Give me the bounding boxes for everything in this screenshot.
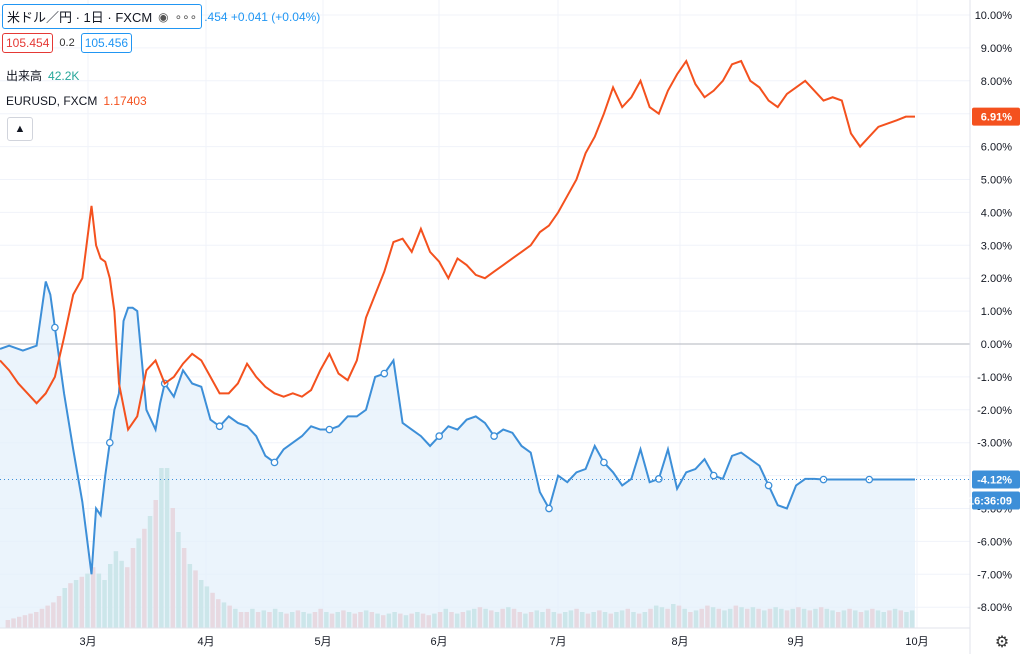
main-series-point [709,471,718,480]
y-tick-label: 1.00% [981,306,1012,318]
y-tick-label: 0.00% [981,339,1012,351]
volume-value: 42.2K [48,68,80,83]
spread-value: 0.2 [59,37,75,49]
countdown-label: 16:36:09 [968,496,1012,508]
y-tick-label: 6.00% [981,142,1012,154]
x-tick-label: 9月 [787,636,804,648]
main-series-point [490,432,498,440]
settings-button[interactable]: ⚙ [992,632,1012,652]
compare-legend[interactable]: EURUSD, FXCM 1.17403 [6,94,147,108]
y-tick-label: -6.00% [977,536,1012,548]
main-series-point [435,432,444,440]
countdown-label-bg [972,491,1020,510]
y-tick-label: 4.00% [981,207,1012,219]
y-tick-label: 10.00% [975,10,1013,22]
price-row: 105.454 0.2 105.456 [2,33,133,53]
main-series-point [545,504,553,513]
volume-label: 出来高 [6,69,43,83]
y-tick-label: -7.00% [977,569,1012,581]
x-tick-label: 5月 [314,636,331,648]
main-series-point [764,481,773,490]
symbol-title-box[interactable]: 米ドル／円 · 1日 · FXCM ◉ ∘∘∘ [2,4,203,29]
compare-value: 1.17403 [103,94,147,108]
more-icon[interactable]: ∘∘∘ [174,9,198,24]
y-tick-label: -1.00% [977,372,1012,384]
y-tick-label: 2.00% [981,273,1012,285]
main-series-point [819,475,828,484]
compare-last-label-bg [972,107,1020,126]
main-series-point [380,369,389,378]
buy-price-button[interactable]: 105.456 [80,33,133,53]
y-tick-label: 3.00% [981,240,1012,252]
main-series-point [325,425,334,434]
x-tick-label: 3月 [79,636,96,648]
main-series-point [654,475,663,483]
compare-label: EURUSD, FXCM [6,94,98,108]
y-tick-label: 8.00% [981,76,1012,88]
collapse-legend-button[interactable]: ▲ [7,117,33,141]
main-last-label: -4.12% [977,475,1012,487]
volume-legend[interactable]: 出来高 42.2K [6,67,79,84]
compare-last-label: 6.91% [981,112,1012,124]
main-series-point [51,323,59,332]
symbol-title: 米ドル／円 · 1日 · FXCM [7,10,153,25]
x-tick-label: 4月 [197,636,214,648]
y-tick-label: 5.00% [981,175,1012,187]
chevron-up-icon: ▲ [14,123,26,135]
eye-icon[interactable]: ◉ [158,9,169,24]
y-tick-label: 9.00% [981,43,1012,55]
gear-icon: ⚙ [994,634,1010,651]
sell-price-button[interactable]: 105.454 [2,33,54,53]
main-series-point [105,438,114,447]
main-last-label-bg [972,470,1020,489]
main-series-area [0,281,915,628]
x-tick-label: 10月 [905,636,928,648]
y-tick-label: -3.00% [977,438,1012,450]
main-series-point [270,458,279,467]
main-change: .454 +0.041 (+0.04%) [204,9,321,24]
x-tick-label: 7月 [549,636,566,648]
main-series-point [865,475,874,484]
x-tick-label: 6月 [430,636,447,648]
y-tick-label: -2.00% [977,405,1012,417]
compare-series-line [0,58,915,433]
main-series-point [215,422,224,431]
main-series-point [600,458,608,467]
x-tick-label: 8月 [671,636,688,648]
y-tick-label: -8.00% [977,602,1012,614]
legend-main-row: 米ドル／円 · 1日 · FXCM ◉ ∘∘∘ .454 +0.041 (+0.… [2,4,320,29]
main-series-line [0,281,915,575]
